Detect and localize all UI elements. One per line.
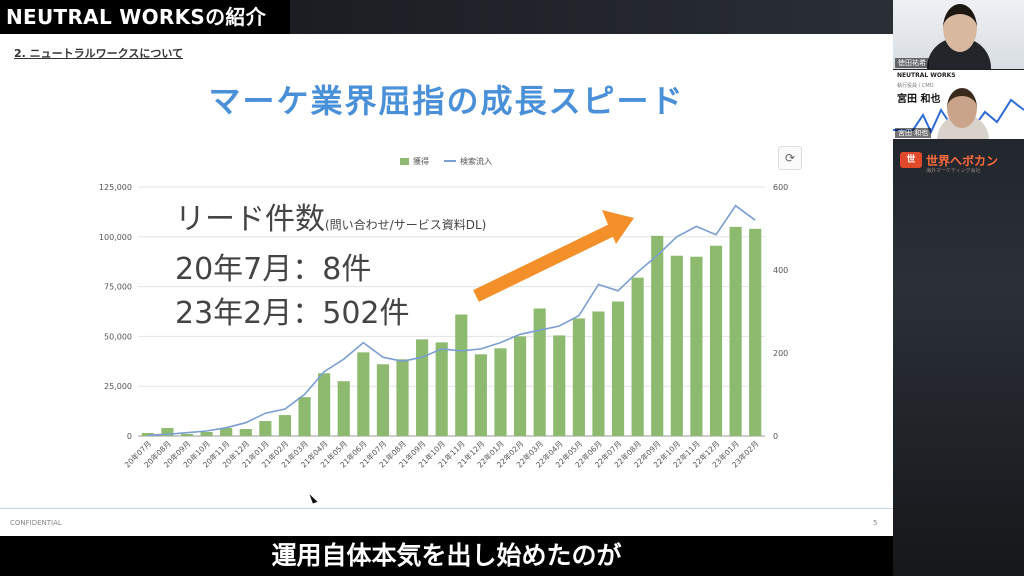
y-right-tick-label: 400 (773, 266, 788, 275)
annotation-line-2: 23年2月：502件 (175, 296, 410, 331)
sponsor-logo-icon: 世 (900, 152, 922, 168)
chart-bar (670, 255, 683, 436)
chart-bar (220, 428, 233, 436)
legend-label: 獲得 (413, 156, 429, 166)
participant-2-display-name: 宮田 和也 (897, 94, 941, 105)
footer-divider (0, 508, 893, 509)
participant-video-2[interactable]: NEUTRAL WORKS 執行役員 / CMO 宮田 和也 宮田 和也 (893, 70, 1024, 139)
video-title: NEUTRAL WORKSの紹介 (0, 0, 277, 34)
chart-bar (180, 434, 194, 436)
chart-bar (651, 235, 664, 436)
legend-swatch-bar (400, 158, 409, 165)
slide-headline: マーケ業界屈指の成長スピード (208, 82, 685, 120)
y-right-tick-label: 600 (773, 183, 788, 192)
chart-bar (514, 336, 527, 436)
participant-1-head (943, 4, 977, 52)
chart-bar (572, 318, 585, 436)
chart-bar (337, 381, 350, 436)
y-right-tick-label: 200 (773, 349, 788, 358)
chart-bar (474, 354, 487, 436)
chart-bar (298, 397, 311, 436)
chart-bar (161, 428, 174, 436)
chart-bar (416, 339, 429, 436)
breadcrumb: 2. ニュートラルワークスについて (14, 47, 184, 60)
participant-2-head (947, 88, 977, 128)
y-right-tick-label: 0 (773, 432, 778, 441)
refresh-icon[interactable]: ⟳ (778, 146, 802, 170)
chart-bar (455, 314, 468, 436)
company-logo: NEUTRAL WORKS (897, 72, 956, 79)
chart-bar (533, 308, 546, 436)
participant-1-name: 徳田祐希 (895, 58, 929, 68)
chart-bar (200, 432, 213, 436)
annotation-line-1: 20年7月：8件 (175, 252, 372, 287)
sponsor-logo-sub: 海外マーケティング会社 (926, 168, 981, 174)
chart-bar (690, 256, 703, 436)
chart-bar (278, 415, 292, 436)
chart-bar (592, 311, 605, 436)
legend-label: 検索流入 (460, 156, 492, 166)
sponsor-logo-text: 世界へボカン (926, 154, 999, 168)
chart-bar (631, 277, 644, 436)
participant-2-name: 宮田 和也 (895, 128, 932, 138)
y-left-tick-label: 0 (127, 432, 132, 441)
page-number: 5 (873, 519, 878, 527)
chart-bar (357, 352, 370, 436)
trend-arrow-icon (473, 224, 615, 302)
chart-bar (376, 364, 389, 436)
chart-bar (239, 429, 252, 436)
chart-bar (749, 228, 762, 436)
chart-bar (259, 421, 272, 436)
y-left-tick-label: 25,000 (104, 382, 132, 391)
confidential-label: CONFIDENTIAL (10, 519, 62, 527)
chart-bar (494, 348, 507, 436)
participant-video-1[interactable]: 徳田祐希 (893, 0, 1024, 69)
chart-bar (709, 245, 723, 436)
chart-bar (318, 373, 331, 436)
y-left-tick-label: 50,000 (104, 332, 132, 341)
presentation-slide: NEUTRAL WORKSの紹介 2. ニュートラルワークスについて マーケ業界… (0, 0, 893, 536)
chart-bar (435, 342, 448, 436)
annotation-lead-note: (問い合わせ/サービス資料DL) (325, 218, 487, 232)
annotation-lead-title: リード件数(問い合わせ/サービス資料DL) (175, 202, 487, 237)
chart-bar (553, 335, 566, 436)
y-left-tick-label: 75,000 (104, 283, 132, 292)
trend-arrowhead-icon (602, 210, 634, 244)
y-left-tick-label: 125,000 (99, 183, 132, 192)
chart-bar (611, 301, 625, 436)
subtitle-caption: 運用自体本気を出し始めたのが (271, 541, 622, 570)
chart-bar (729, 226, 742, 436)
subtitle-bar (0, 536, 893, 576)
participant-2-role: 執行役員 / CMO (897, 83, 934, 89)
lead-chart: 0 25,000 50,000 75,000 100,000 125,000 0 200 400… (99, 156, 788, 470)
chart-bar (396, 359, 409, 436)
y-left-tick-label: 100,000 (99, 233, 132, 242)
chart-line-series (147, 204, 756, 436)
